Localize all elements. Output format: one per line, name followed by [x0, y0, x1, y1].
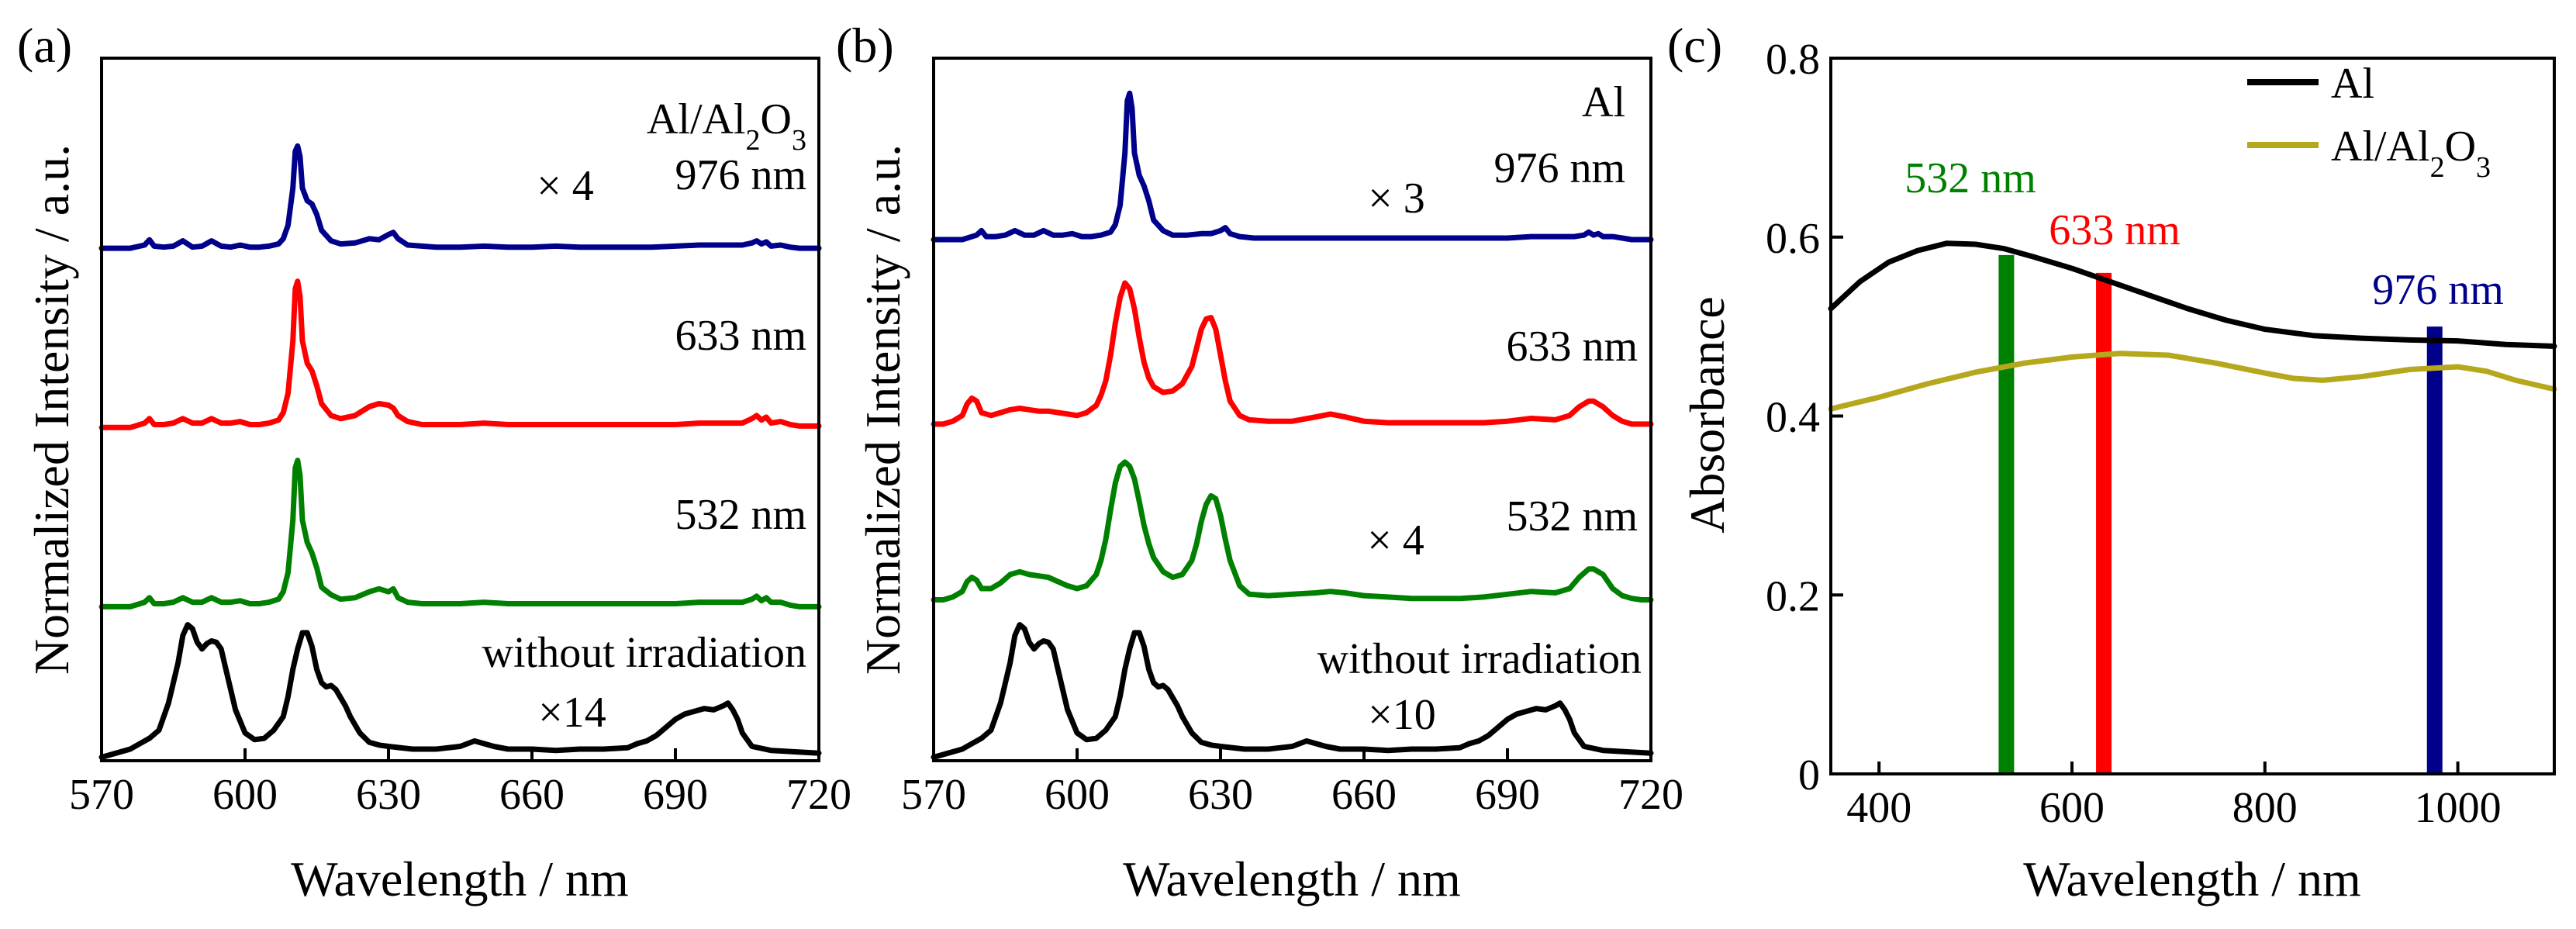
panel-a: (a) 570 600 630 660 690 720 Wavelength / nm N…: [17, 18, 851, 907]
panel-a-976-multiplier: × 4: [537, 162, 594, 210]
xtick-label: 660: [1331, 771, 1397, 819]
panel-a-series-532-nm: [98, 458, 822, 610]
panel-a-976-label: 976 nm: [675, 151, 806, 199]
panel-c-series-al-alo: [1828, 351, 2557, 412]
xtick-label: 600: [2039, 784, 2105, 832]
xtick-label: 630: [1188, 771, 1253, 819]
panel-b-976-multiplier: × 3: [1368, 174, 1425, 223]
panel-b-xlabel: Wavelength / nm: [1123, 851, 1461, 907]
xtick-label: 1000: [2415, 784, 2502, 832]
legend-label-al-al2o3: Al/Al2O3: [2331, 123, 2491, 184]
panel-a-sample-label: Al/Al2O3: [647, 95, 806, 157]
panel-b-series-group: [931, 90, 1654, 760]
xtick-label: 600: [1045, 771, 1110, 819]
panel-b-633-label: 633 nm: [1506, 323, 1638, 371]
legend-label-al: Al: [2331, 60, 2374, 108]
xtick-label: 570: [69, 771, 134, 819]
panel-b-series-633-nm: [931, 280, 1654, 427]
ytick-label: 0.6: [1766, 215, 1820, 263]
xtick-label: 660: [499, 771, 565, 819]
panel-b-xticks: 570 600 630 660 690 720: [901, 748, 1683, 819]
xtick-label: 720: [786, 771, 851, 819]
panel-a-532-label: 532 nm: [675, 491, 806, 539]
ytick-label: 0: [1798, 751, 1820, 799]
panel-b-frame: [932, 57, 1652, 762]
panel-b-series-532-nm: [931, 459, 1654, 603]
panel-c-label: (c): [1667, 18, 1722, 73]
panel-c-ylabel: Absorbance: [1680, 296, 1735, 534]
panel-a-dark-multiplier: ×14: [538, 689, 606, 737]
panel-b: (b) 570 600 630 660 690 720 Wavelength / nm N…: [836, 18, 1683, 907]
xtick-label: 690: [1475, 771, 1540, 819]
panel-c-legend: Al Al/Al2O3: [2247, 60, 2491, 184]
laser-label-532-nm: 532 nm: [1904, 154, 2036, 202]
panel-a-label: (a): [17, 18, 72, 73]
panel-a-xticks: 570 600 630 660 690 720: [69, 748, 851, 819]
xtick-label: 800: [2232, 784, 2298, 832]
panel-b-dark-label: without irradiation: [1317, 635, 1642, 683]
xtick-label: 400: [1846, 784, 1911, 832]
panel-a-ylabel: Normalized Intensity / a.u.: [24, 144, 79, 675]
panel-b-series-976-nm: [931, 90, 1654, 243]
panel-a-series-633-nm: [98, 278, 822, 430]
panel-c-xlabel: Wavelength / nm: [2023, 851, 2361, 907]
panel-b-532-label: 532 nm: [1506, 492, 1638, 540]
laser-label-976-nm: 976 nm: [2372, 266, 2504, 314]
xtick-label: 570: [901, 771, 966, 819]
panel-b-976-label: 976 nm: [1493, 144, 1625, 192]
panel-a-series-group: [98, 143, 822, 760]
panel-c-series-al: [1828, 240, 2557, 349]
panel-a-dark-label: without irradiation: [482, 629, 806, 677]
panel-b-ylabel: Normalized Intensity / a.u.: [855, 144, 910, 675]
panel-b-series-without-irradiation: [931, 622, 1654, 760]
ytick-label: 0.2: [1766, 572, 1820, 620]
laser-label-633-nm: 633 nm: [2049, 206, 2181, 254]
ytick-label: 0.4: [1766, 394, 1820, 442]
panel-c-series-group: [1828, 240, 2557, 412]
ytick-label: 0.8: [1766, 36, 1820, 84]
panel-a-xlabel: Wavelength / nm: [291, 851, 629, 907]
panel-c: (c) 532 nm 633 nm 976 nm 400 600 800 1000 0 0.…: [1667, 18, 2557, 907]
xtick-label: 600: [212, 771, 278, 819]
panel-a-series-without-irradiation: [98, 622, 822, 760]
xtick-label: 630: [356, 771, 421, 819]
panel-c-xticks: 400 600 800 1000: [1846, 762, 2502, 832]
xtick-label: 690: [643, 771, 708, 819]
xtick-label: 720: [1618, 771, 1683, 819]
panel-a-frame: [100, 57, 820, 762]
panel-b-sample-label: Al: [1582, 78, 1625, 126]
panel-c-yticks: 0 0.2 0.4 0.6 0.8: [1766, 36, 1843, 799]
panel-b-dark-multiplier: ×10: [1368, 691, 1436, 739]
panel-a-series-976-nm: [98, 143, 822, 251]
panel-a-633-label: 633 nm: [675, 312, 806, 360]
panel-b-label: (b): [836, 18, 894, 73]
panel-b-532-multiplier: × 4: [1367, 516, 1424, 565]
